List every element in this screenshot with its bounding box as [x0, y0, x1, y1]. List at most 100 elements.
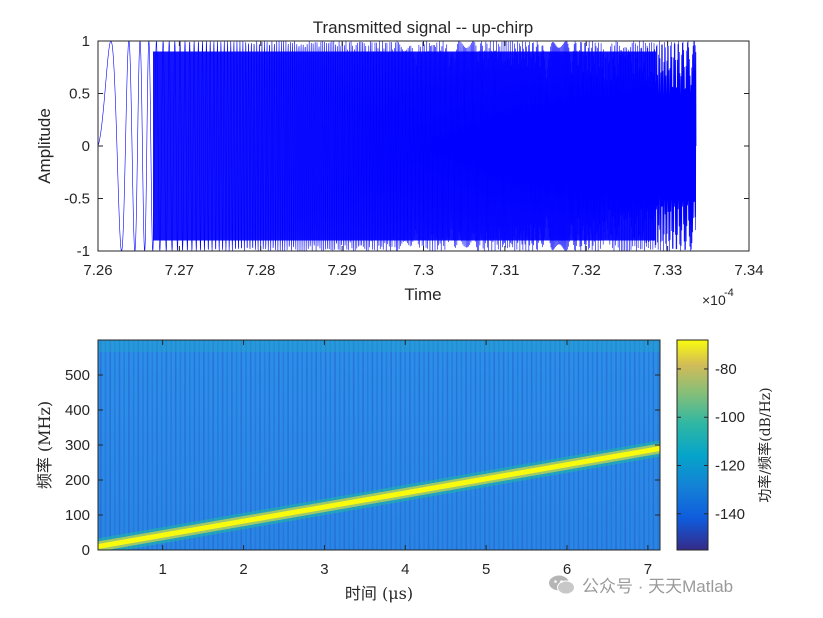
- spectrogram-stripe: [446, 340, 449, 550]
- spectrogram-stripe: [179, 340, 182, 550]
- spectrogram-stripe: [488, 340, 491, 550]
- spectrogram-stripe: [484, 340, 486, 550]
- spectrogram-stripe: [502, 340, 505, 550]
- spectrogram-stripe: [184, 340, 186, 550]
- x-tick-label: 7.27: [165, 262, 194, 279]
- spectrogram-stripe: [362, 340, 364, 550]
- top-xlabel: Time: [404, 285, 441, 304]
- spectrogram-image: [98, 340, 660, 550]
- spectrogram-stripe: [231, 340, 233, 550]
- y-tick-label: -0.5: [64, 191, 90, 208]
- spectrogram-stripe: [451, 340, 453, 550]
- colorbar-tick-label: -140: [715, 506, 745, 523]
- spectrogram-stripe: [381, 340, 383, 550]
- spectrogram-stripe: [146, 340, 149, 550]
- spectrogram-stripe: [137, 340, 140, 550]
- spectrogram-stripe: [165, 340, 168, 550]
- spectrogram-stripe: [390, 340, 392, 550]
- signal-dense-band: [153, 51, 657, 241]
- spectrogram-stripe: [296, 340, 299, 550]
- spectrogram-stripe: [526, 340, 528, 550]
- spectrogram-stripe: [235, 340, 238, 550]
- spectrogram-stripe: [292, 340, 294, 550]
- spectrogram-stripe: [605, 340, 608, 550]
- spectrogram-stripe: [371, 340, 374, 550]
- spectrogram-stripe: [357, 340, 360, 550]
- colorbar-tick-label: -80: [715, 361, 737, 378]
- spectrogram-stripe: [203, 340, 205, 550]
- spectrogram-stripe: [559, 340, 561, 550]
- bottom-ylabel: 频率 (MHz): [35, 401, 54, 489]
- x-tick-label: 7.29: [328, 262, 357, 279]
- spectrogram-stripe: [329, 340, 332, 550]
- x-tick-label: 7.31: [490, 262, 519, 279]
- colorbar-label: 功率/频率(dB/Hz): [757, 387, 774, 502]
- bottom-xlabel: 时间 (μs): [345, 584, 413, 603]
- colorbar-ticks: -80 -100 -120 -140: [677, 361, 745, 523]
- x-tick-label: 3: [320, 561, 328, 578]
- spectrogram-stripe: [268, 340, 271, 550]
- spectrogram-stripe: [601, 340, 603, 550]
- spectrogram-stripe: [619, 340, 622, 550]
- spectrogram-stripe: [512, 340, 514, 550]
- colorbar-gradient: [676, 339, 709, 551]
- spectrogram-stripe: [310, 340, 313, 550]
- spectrogram-stripe: [587, 340, 589, 550]
- y-tick-label: 200: [65, 472, 90, 489]
- spectrogram-stripe: [259, 340, 261, 550]
- spectrogram-stripe: [610, 340, 613, 550]
- spectrogram-stripe: [301, 340, 303, 550]
- spectrogram-stripe: [245, 340, 247, 550]
- spectrogram-stripe: [123, 340, 125, 550]
- y-tick-label: 100: [65, 507, 90, 524]
- spectrogram-stripe: [198, 340, 200, 550]
- watermark-text: 公众号 · 天天Matlab: [582, 577, 734, 596]
- spectrogram-stripe: [287, 340, 289, 550]
- spectrogram-stripe: [404, 340, 406, 550]
- spectrogram-stripe: [399, 340, 402, 550]
- spectrogram-stripe: [109, 340, 111, 550]
- x-tick-label: 6: [563, 561, 571, 578]
- spectrogram-stripe: [226, 340, 228, 550]
- x-tick-label: 7.34: [734, 262, 763, 279]
- spectrogram-stripe: [521, 340, 524, 550]
- spectrogram-stripe: [615, 340, 617, 550]
- svg-text:×10: ×10: [702, 292, 726, 308]
- x-tick-label: 7.33: [653, 262, 682, 279]
- spectrogram-stripe: [207, 340, 210, 550]
- spectrogram-top-band: [98, 340, 660, 352]
- spectrogram-stripe: [221, 340, 224, 550]
- spectrogram-stripe: [132, 340, 135, 550]
- spectrogram-stripe: [535, 340, 538, 550]
- spectrogram-stripe: [544, 340, 547, 550]
- spectrogram-stripe: [493, 340, 495, 550]
- spectrogram-stripe: [413, 340, 416, 550]
- spectrogram-stripe: [465, 340, 467, 550]
- x-tick-label: 7: [644, 561, 652, 578]
- spectrogram-stripe: [530, 340, 533, 550]
- y-tick-label: 1: [82, 33, 90, 50]
- colorbar-tick-label: -100: [715, 409, 745, 426]
- watermark: 公众号 · 天天Matlab: [548, 572, 733, 597]
- y-tick-label: -1: [77, 243, 90, 260]
- top-ticks: 7.26 7.27 7.28 7.29 7.3 7.31 7.32 7.33 7.34 1 0.5 0…: [64, 33, 763, 279]
- spectrogram-stripe: [366, 340, 369, 550]
- spectrogram-stripe: [470, 340, 472, 550]
- spectrogram-stripe: [348, 340, 350, 550]
- spectrogram-stripe: [240, 340, 243, 550]
- spectrogram-stripe: [104, 340, 107, 550]
- spectrogram-stripe: [249, 340, 252, 550]
- top-title: Transmitted signal -- up-chirp: [313, 18, 533, 37]
- spectrogram-stripe: [441, 340, 444, 550]
- spectrogram-stripe: [343, 340, 346, 550]
- x-tick-label: 7.32: [572, 262, 601, 279]
- y-tick-label: 0: [82, 138, 90, 155]
- spectrogram-stripe: [554, 340, 556, 550]
- spectrogram-stripe: [591, 340, 594, 550]
- y-tick-label: 0.5: [69, 86, 90, 103]
- x-exponent-label: ×10 -4: [702, 287, 734, 308]
- spectrogram-stripe: [624, 340, 627, 550]
- spectrogram-stripe: [582, 340, 584, 550]
- spectrogram-stripe: [427, 340, 430, 550]
